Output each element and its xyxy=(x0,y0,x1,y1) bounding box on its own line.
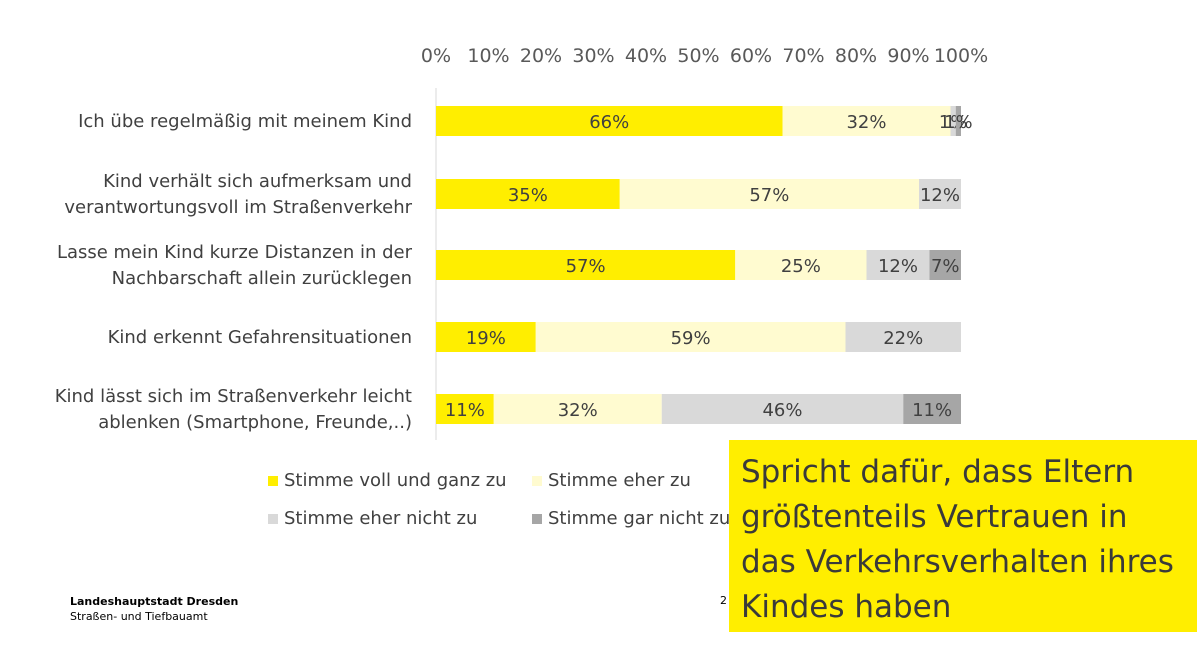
bar-segment xyxy=(929,250,961,280)
legend-swatch xyxy=(268,476,278,486)
bar-segment xyxy=(955,106,961,136)
bar-segment xyxy=(919,179,961,209)
data-label: 1% xyxy=(944,112,973,133)
data-label: 11% xyxy=(445,400,485,421)
stacked-bar-chart: 0% 10% 20% 30% 40% 50% 60% 70% 80% 90% 100% Ich üb… xyxy=(55,45,988,440)
category-label: Kind erkennt Gefahrensituationen xyxy=(108,327,412,348)
x-tick-label: 80% xyxy=(835,45,877,67)
category-label: ablenken (Smartphone, Freunde,..) xyxy=(98,412,412,433)
data-label: 7% xyxy=(931,256,960,277)
category-label: Kind lässt sich im Straßenverkehr leicht xyxy=(55,386,412,407)
data-label: 22% xyxy=(883,328,923,349)
bar-segment xyxy=(782,106,951,136)
bar-segment xyxy=(950,106,956,136)
bar-segment xyxy=(619,179,919,209)
data-label: 32% xyxy=(558,400,598,421)
x-tick-label: 60% xyxy=(730,45,772,67)
bar-segment xyxy=(661,394,904,424)
bar-segment xyxy=(735,250,867,280)
bar-segment xyxy=(493,394,662,424)
legend-label: Stimme voll und ganz zu xyxy=(284,470,507,491)
legend-label: Stimme eher nicht zu xyxy=(284,508,478,529)
data-label: 25% xyxy=(781,256,821,277)
footer-org-name: Landeshauptstadt Dresden xyxy=(70,595,239,608)
bar-segment xyxy=(436,322,536,352)
legend-label: Stimme gar nicht zu xyxy=(548,508,731,529)
data-label: 32% xyxy=(846,112,886,133)
data-label: 12% xyxy=(878,256,918,277)
x-tick-label: 70% xyxy=(782,45,824,67)
bar-segment xyxy=(436,106,783,136)
data-label: 59% xyxy=(671,328,711,349)
legend-swatch xyxy=(268,514,278,524)
legend-swatch xyxy=(532,514,542,524)
bar-segment xyxy=(866,250,930,280)
bars: 66% 32% 1%1%35% 57% 12%57% 25% 12% 7%19% 59% 22%1… xyxy=(436,106,973,424)
data-label: 46% xyxy=(762,400,802,421)
category-label: Nachbarschaft allein zurücklegen xyxy=(112,268,412,289)
legend-label: Stimme eher zu xyxy=(548,470,691,491)
x-tick-label: 0% xyxy=(421,45,451,67)
footer-org: Landeshauptstadt Dresden Straßen- und Ti… xyxy=(70,594,238,624)
legend-item-gar-nicht: Stimme gar nicht zu xyxy=(532,508,730,529)
category-labels: Ich übe regelmäßig mit meinem Kind Kind v… xyxy=(55,111,413,433)
data-label: 66% xyxy=(589,112,629,133)
x-tick-label: 50% xyxy=(677,45,719,67)
footer-dept-name: Straßen- und Tiefbauamt xyxy=(70,610,208,623)
category-label: Lasse mein Kind kurze Distanzen in der xyxy=(57,242,413,263)
legend-item-voll: Stimme voll und ganz zu xyxy=(268,470,507,491)
data-label: 12% xyxy=(920,185,960,206)
x-tick-label: 40% xyxy=(625,45,667,67)
data-label: 11% xyxy=(912,400,952,421)
x-tick-label: 10% xyxy=(467,45,509,67)
data-label: 57% xyxy=(566,256,606,277)
bar-segment xyxy=(436,394,494,424)
data-label: 57% xyxy=(749,185,789,206)
callout-box: Spricht dafür, dass Eltern größtenteils … xyxy=(729,440,1197,632)
x-axis-ticks: 0% 10% 20% 30% 40% 50% 60% 70% 80% 90% 100% xyxy=(421,45,988,67)
category-label: Kind verhält sich aufmerksam und xyxy=(103,171,412,192)
page-number: 2 xyxy=(720,594,727,607)
data-label: 35% xyxy=(508,185,548,206)
bar-segment xyxy=(903,394,961,424)
category-label: verantwortungsvoll im Straßenverkehr xyxy=(64,197,412,218)
x-tick-label: 30% xyxy=(572,45,614,67)
category-label: Ich übe regelmäßig mit meinem Kind xyxy=(78,111,412,132)
x-tick-label: 100% xyxy=(934,45,988,67)
data-label: 19% xyxy=(466,328,506,349)
bar-segment xyxy=(436,179,620,209)
legend-swatch xyxy=(532,476,542,486)
legend-item-eher: Stimme eher zu xyxy=(532,470,691,491)
bar-segment xyxy=(845,322,961,352)
callout-text: Spricht dafür, dass Eltern größtenteils … xyxy=(741,454,1174,625)
bar-segment xyxy=(535,322,846,352)
x-tick-label: 20% xyxy=(520,45,562,67)
legend-item-eher-nicht: Stimme eher nicht zu xyxy=(268,508,477,529)
bar-segment xyxy=(436,250,736,280)
x-tick-label: 90% xyxy=(887,45,929,67)
